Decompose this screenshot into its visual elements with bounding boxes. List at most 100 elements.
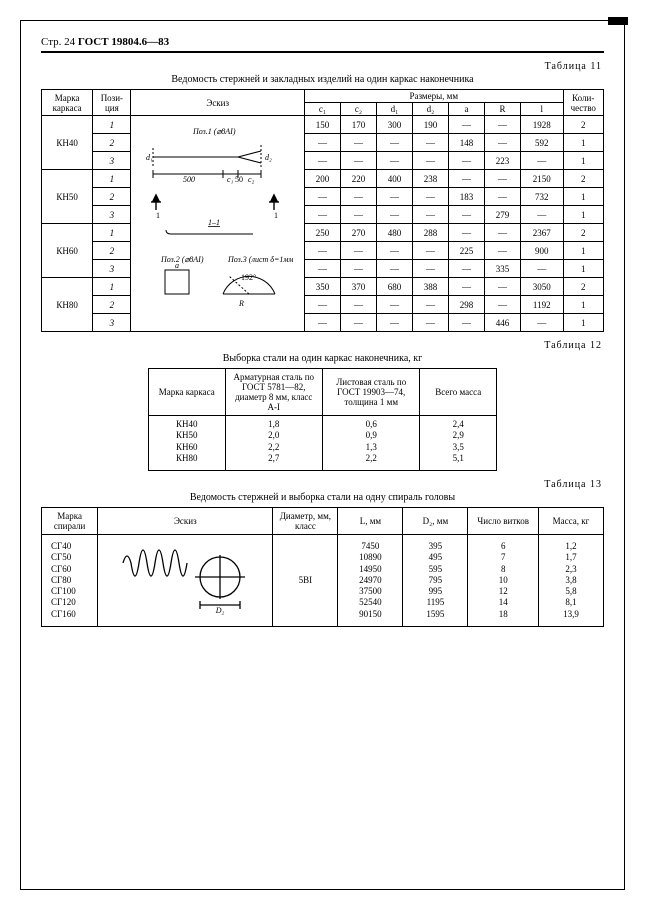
cell-value: СГ160 xyxy=(51,609,94,620)
svg-text:Поз.1 (⌀8AI): Поз.1 (⌀8AI) xyxy=(192,127,236,136)
table11-label: Таблица 11 xyxy=(41,61,602,72)
svg-text:c₂: c₂ xyxy=(248,175,255,184)
t12-h-frame: Марка каркаса xyxy=(148,369,225,416)
cell-value: 1,7 xyxy=(542,552,600,563)
table13: Марка спирали Эскиз Диаметр, мм, класс L… xyxy=(41,507,604,627)
svg-text:1–1: 1–1 xyxy=(208,218,220,227)
cell-value: СГ120 xyxy=(51,597,94,608)
val-cell: 220 xyxy=(340,170,376,188)
val-cell: — xyxy=(376,152,412,170)
cell-value: 5,1 xyxy=(424,453,492,464)
val-cell: 900 xyxy=(520,242,563,260)
cell-value: 0,6 xyxy=(327,419,415,430)
t11-h-R: R xyxy=(484,103,520,116)
val-cell: 170 xyxy=(340,116,376,134)
val-cell: — xyxy=(376,260,412,278)
val-cell: — xyxy=(448,116,484,134)
val-cell: — xyxy=(484,188,520,206)
svg-text:c₁: c₁ xyxy=(227,175,234,184)
pos-cell: 3 xyxy=(93,260,131,278)
val-cell: — xyxy=(520,260,563,278)
table-row: 3—————446—1 xyxy=(42,314,604,332)
cell-value: КН80 xyxy=(153,453,221,464)
val-cell: 270 xyxy=(340,224,376,242)
cell-value: СГ80 xyxy=(51,575,94,586)
qty-cell: 1 xyxy=(563,152,603,170)
t11-h-d1: d₁ xyxy=(376,103,412,116)
qty-cell: 1 xyxy=(563,296,603,314)
table11: Марка каркаса Пози-ция Эскиз Размеры, мм… xyxy=(41,89,604,332)
table-row: КН801350370680388——30502 xyxy=(42,278,604,296)
t11-h-qty: Коли-чество xyxy=(563,90,603,116)
val-cell: — xyxy=(448,206,484,224)
val-cell: 225 xyxy=(448,242,484,260)
val-cell: 298 xyxy=(448,296,484,314)
val-cell: — xyxy=(412,314,448,332)
val-cell: — xyxy=(340,206,376,224)
svg-text:D₂: D₂ xyxy=(215,606,225,615)
qty-cell: 1 xyxy=(563,134,603,152)
cell-value: КН60 xyxy=(153,442,221,453)
val-cell: 732 xyxy=(520,188,563,206)
pos-cell: 3 xyxy=(93,314,131,332)
val-cell: 183 xyxy=(448,188,484,206)
svg-text:1: 1 xyxy=(274,211,278,220)
cell-value: 2,2 xyxy=(327,453,415,464)
page-number: Стр. 24 xyxy=(41,36,75,48)
val-cell: 370 xyxy=(340,278,376,296)
val-cell: 388 xyxy=(412,278,448,296)
svg-text:192°: 192° xyxy=(241,273,256,282)
cell-value: 90150 xyxy=(341,609,399,620)
t13-h-frame: Марка спирали xyxy=(42,508,98,535)
pos-cell: 2 xyxy=(93,296,131,314)
cell-value: 995 xyxy=(406,586,464,597)
cell-value: 7450 xyxy=(341,541,399,552)
pos-cell: 1 xyxy=(93,278,131,296)
val-cell: 223 xyxy=(484,152,520,170)
sketch-cell: Поз.1 (⌀8AI)500c₁50c₂d₁d₂111–1Поз.2 (⌀8A… xyxy=(131,116,305,332)
svg-text:a: a xyxy=(175,261,179,270)
val-cell: — xyxy=(340,296,376,314)
val-cell: — xyxy=(340,260,376,278)
val-cell: 250 xyxy=(304,224,340,242)
cell-value: 3,8 xyxy=(542,575,600,586)
qty-cell: 1 xyxy=(563,188,603,206)
frame-cell: КН40 xyxy=(42,116,93,170)
val-cell: 2150 xyxy=(520,170,563,188)
val-cell: — xyxy=(412,296,448,314)
val-cell: — xyxy=(484,296,520,314)
svg-text:50: 50 xyxy=(235,175,243,184)
cell-value: 10 xyxy=(471,575,535,586)
qty-cell: 2 xyxy=(563,116,603,134)
val-cell: — xyxy=(520,152,563,170)
pos-cell: 2 xyxy=(93,188,131,206)
t11-h-a: a xyxy=(448,103,484,116)
t12-col-b: 0,60,91,32,2 xyxy=(322,416,419,471)
t13-h-dia: Диаметр, мм, класс xyxy=(273,508,338,535)
cell-value: 2,4 xyxy=(424,419,492,430)
val-cell: — xyxy=(484,242,520,260)
frame-cell: КН60 xyxy=(42,224,93,278)
val-cell: — xyxy=(448,314,484,332)
t12-col-a: 1,82,02,22,7 xyxy=(225,416,322,471)
t13-n: 67810121418 xyxy=(468,535,539,627)
table13-caption: Ведомость стержней и выборка стали на од… xyxy=(41,492,604,503)
cell-value: 1195 xyxy=(406,597,464,608)
val-cell: 400 xyxy=(376,170,412,188)
table-row: КН501200220400238——21502 xyxy=(42,170,604,188)
cell-value: 2,7 xyxy=(230,453,318,464)
val-cell: — xyxy=(412,188,448,206)
qty-cell: 1 xyxy=(563,314,603,332)
frame-sketch-icon: Поз.1 (⌀8AI)500c₁50c₂d₁d₂111–1Поз.2 (⌀8A… xyxy=(143,122,293,326)
pos-cell: 1 xyxy=(93,116,131,134)
table-row: 3—————223—1 xyxy=(42,152,604,170)
val-cell: — xyxy=(304,314,340,332)
table12-label: Таблица 12 xyxy=(41,340,602,351)
val-cell: — xyxy=(412,134,448,152)
val-cell: — xyxy=(304,188,340,206)
val-cell: 335 xyxy=(484,260,520,278)
cell-value: 8,1 xyxy=(542,597,600,608)
val-cell: — xyxy=(376,242,412,260)
pos-cell: 3 xyxy=(93,152,131,170)
cell-value: 2,0 xyxy=(230,430,318,441)
